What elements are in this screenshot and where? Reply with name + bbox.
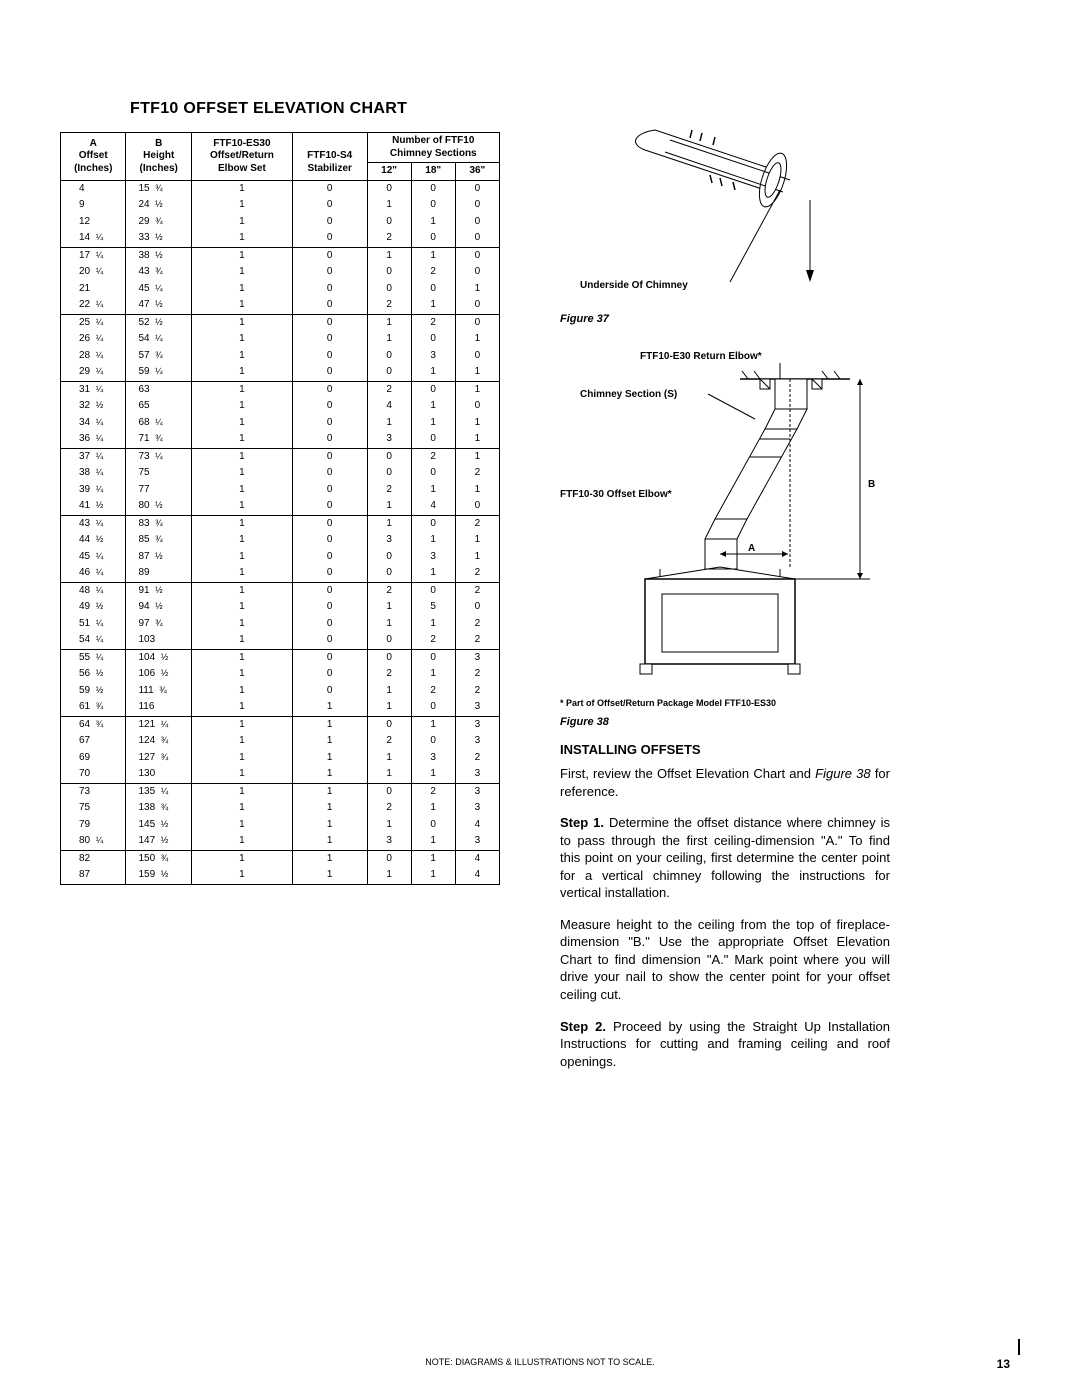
table-row: 26 ¼54 ¼10101 [61, 331, 500, 348]
install-p1: First, review the Offset Elevation Chart… [560, 765, 890, 800]
table-row: 1229 ¾10010 [61, 214, 500, 231]
right-column: Underside Of Chimney Figure 37 FTF10-E30… [560, 60, 890, 1084]
table-row: 28 ¼57 ¾10030 [61, 348, 500, 365]
table-row: 48 ¼91 ½10202 [61, 582, 500, 599]
table-row: 20 ¼43 ¾10020 [61, 264, 500, 281]
install-step1: Step 1. Determine the offset distance wh… [560, 814, 890, 902]
table-row: 29 ¼59 ¼10011 [61, 364, 500, 381]
hdr-b: BHeight(Inches) [126, 133, 191, 181]
table-row: 38 ¼7510002 [61, 465, 500, 482]
hdr-c: FTF10-ES30Offset/ReturnElbow Set [191, 133, 292, 181]
hdr-a: AOffset(Inches) [61, 133, 126, 181]
hdr-12: 12" [367, 163, 411, 181]
table-row: 69127 ¾11132 [61, 750, 500, 767]
table-row: 75138 ¾11213 [61, 800, 500, 817]
table-row: 31 ¼6310201 [61, 381, 500, 398]
installing-offsets-head: INSTALLING OFFSETS [560, 742, 890, 757]
figure-38-svg: FTF10-E30 Return Elbow* Chimney Section … [560, 339, 890, 689]
table-row: 39 ¼7710211 [61, 482, 500, 499]
table-row: 67124 ¾11203 [61, 733, 500, 750]
table-row: 54 ¼10310022 [61, 632, 500, 649]
hdr-d: FTF10-S4Stabilizer [292, 133, 367, 181]
install-step2: Step 2. Proceed by using the Straight Up… [560, 1018, 890, 1071]
offset-elbow-label: FTF10-30 Offset Elbow* [560, 489, 672, 500]
underside-label: Underside Of Chimney [580, 280, 688, 291]
table-row: 22 ¼47 ½10210 [61, 297, 500, 314]
page-number: 13 [997, 1357, 1010, 1371]
table-row: 82150 ¾11014 [61, 850, 500, 867]
table-row: 2145 ¼10001 [61, 281, 500, 298]
table-row: 36 ¼71 ¾10301 [61, 431, 500, 448]
table-row: 34 ¼68 ¼10111 [61, 415, 500, 432]
table-row: 14 ¼33 ½10200 [61, 230, 500, 247]
dim-b-label: B [868, 479, 875, 490]
table-row: 45 ¼87 ½10031 [61, 549, 500, 566]
figure-38-label: Figure 38 [560, 716, 890, 728]
table-row: 56 ½106 ½10212 [61, 666, 500, 683]
table-row: 32 ½6510410 [61, 398, 500, 415]
table-row: 80 ¼147 ½11313 [61, 833, 500, 850]
table-row: 924 ½10100 [61, 197, 500, 214]
table-row: 46 ¼8910012 [61, 565, 500, 582]
table-row: 55 ¼104 ½10003 [61, 649, 500, 666]
hdr-36: 36" [455, 163, 499, 181]
table-row: 44 ½85 ¾10311 [61, 532, 500, 549]
table-row: 7013011113 [61, 766, 500, 783]
page-number-bar [1018, 1339, 1020, 1355]
columns: FTF10 OFFSET ELEVATION CHART AOffset(Inc… [60, 60, 1020, 1084]
header-row: AOffset(Inches) BHeight(Inches) FTF10-ES… [61, 133, 500, 163]
figure-37-label: Figure 37 [560, 313, 890, 325]
figure-38: FTF10-E30 Return Elbow* Chimney Section … [560, 339, 890, 728]
left-column: FTF10 OFFSET ELEVATION CHART AOffset(Inc… [60, 60, 500, 1084]
table-row: 64 ¾121 ¼11013 [61, 716, 500, 733]
table-row: 61 ¾11611103 [61, 699, 500, 716]
offset-elevation-table: AOffset(Inches) BHeight(Inches) FTF10-ES… [60, 132, 500, 885]
table-row: 43 ¼83 ¾10102 [61, 515, 500, 532]
hdr-18: 18" [411, 163, 455, 181]
hdr-e: Number of FTF10Chimney Sections [367, 133, 499, 163]
install-p2: Measure height to the ceiling from the t… [560, 916, 890, 1004]
figure-38-note: * Part of Offset/Return Package Model FT… [560, 698, 890, 708]
table-row: 37 ¼73 ¼10021 [61, 448, 500, 465]
chart-title: FTF10 OFFSET ELEVATION CHART [130, 100, 500, 118]
table-row: 415 ¾10000 [61, 180, 500, 197]
table-row: 41 ½80 ½10140 [61, 498, 500, 515]
figure-37-svg: Underside Of Chimney [560, 110, 890, 300]
figure-37: Underside Of Chimney Figure 37 [560, 110, 890, 325]
table-row: 51 ¼97 ¾10112 [61, 616, 500, 633]
page: FTF10 OFFSET ELEVATION CHART AOffset(Inc… [0, 0, 1080, 1397]
table-row: 49 ½94 ½10150 [61, 599, 500, 616]
table-row: 25 ¼52 ½10120 [61, 314, 500, 331]
table-row: 79145 ½11104 [61, 817, 500, 834]
dim-a-label: A [748, 543, 755, 554]
table-row: 17 ¼38 ½10110 [61, 247, 500, 264]
table-row: 87159 ½11114 [61, 867, 500, 884]
footnote: NOTE: DIAGRAMS & ILLUSTRATIONS NOT TO SC… [0, 1357, 1080, 1367]
table-row: 59 ½111 ¾10122 [61, 683, 500, 700]
table-row: 73135 ¼11023 [61, 783, 500, 800]
chimney-section-label: Chimney Section (S) [580, 389, 677, 400]
return-elbow-label: FTF10-E30 Return Elbow* [640, 351, 762, 362]
